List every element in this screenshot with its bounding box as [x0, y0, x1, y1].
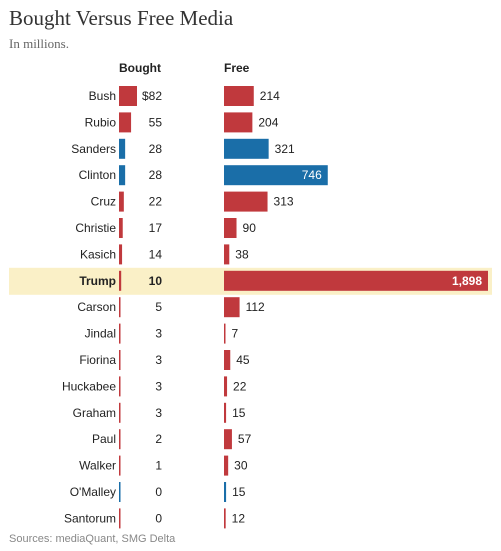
bought-value-label: 5 — [155, 300, 162, 314]
candidate-label: Graham — [73, 406, 116, 420]
free-value-label: 90 — [243, 221, 257, 235]
free-value-label: 1,898 — [452, 274, 482, 288]
bought-bar — [119, 218, 123, 238]
free-value-label: 204 — [258, 115, 278, 129]
candidate-label: O'Malley — [70, 485, 116, 499]
candidate-label: Carson — [77, 300, 116, 314]
bought-value-label: 0 — [155, 511, 162, 525]
bought-bar — [119, 482, 121, 502]
chart-title: Bought Versus Free Media — [9, 6, 234, 30]
bought-value-label: 28 — [149, 168, 163, 182]
bought-value-label: 55 — [149, 115, 163, 129]
bought-value-label: 10 — [149, 274, 163, 288]
candidate-label: Rubio — [85, 115, 117, 129]
candidate-label: Jindal — [85, 327, 116, 341]
bought-value-label: 2 — [155, 432, 162, 446]
free-value-label: 15 — [232, 485, 246, 499]
free-value-label: 30 — [234, 459, 248, 473]
bought-value-label: 3 — [155, 406, 162, 420]
bought-bar — [119, 376, 121, 397]
bought-value-label: 17 — [149, 221, 163, 235]
candidate-label: Paul — [92, 432, 116, 446]
bought-bar — [119, 350, 121, 370]
bought-bar — [119, 112, 132, 133]
free-value-label: 313 — [274, 195, 294, 209]
bought-value-label: 0 — [155, 485, 162, 499]
free-bar — [224, 350, 231, 370]
free-value-label: 38 — [235, 247, 249, 261]
free-bar — [224, 297, 240, 318]
free-bar — [224, 482, 227, 502]
free-bar — [224, 270, 488, 291]
bought-bar — [119, 429, 121, 450]
bought-value-label: 14 — [149, 247, 163, 261]
free-bar — [224, 191, 268, 212]
bought-value-label: 22 — [149, 195, 163, 209]
bought-bar — [119, 508, 121, 529]
bought-bar — [119, 323, 121, 344]
bought-bar — [119, 86, 137, 106]
bought-bar — [119, 191, 124, 212]
free-bar — [224, 429, 232, 450]
bought-bar — [119, 138, 126, 159]
candidate-label: Christie — [75, 221, 116, 235]
candidate-label: Cruz — [91, 195, 116, 209]
source-note: Sources: mediaQuant, SMG Delta — [9, 533, 176, 545]
bought-value-label: 3 — [155, 353, 162, 367]
bought-value-label: 28 — [149, 142, 163, 156]
free-value-label: 57 — [238, 432, 252, 446]
candidate-label: Kasich — [80, 247, 116, 261]
free-bar — [224, 138, 269, 159]
bought-value-label: 3 — [155, 379, 162, 393]
free-value-label: 22 — [233, 379, 247, 393]
candidate-label: Fiorina — [79, 353, 116, 367]
free-bar — [224, 218, 237, 238]
candidate-label: Huckabee — [62, 379, 116, 393]
free-value-label: 15 — [232, 406, 246, 420]
bought-bar — [119, 402, 121, 423]
free-value-label: 112 — [246, 300, 265, 314]
free-value-label: 45 — [236, 353, 250, 367]
candidate-label: Sanders — [71, 142, 116, 156]
candidate-label: Trump — [79, 274, 116, 288]
free-value-label: 321 — [275, 142, 295, 156]
candidate-label: Clinton — [79, 168, 116, 182]
candidate-label: Santorum — [64, 511, 116, 525]
free-bar — [224, 508, 226, 529]
bought-value-label: 3 — [155, 327, 162, 341]
bought-column-header: Bought — [119, 61, 161, 75]
free-bar — [224, 376, 228, 397]
bought-value-label: $82 — [142, 89, 162, 103]
free-bar — [224, 402, 227, 423]
bought-value-label: 1 — [155, 459, 162, 473]
free-value-label: 746 — [302, 168, 322, 182]
bought-bar — [119, 244, 123, 265]
bought-bar — [119, 455, 121, 476]
bought-bar — [119, 270, 122, 291]
free-bar — [224, 244, 230, 265]
free-bar — [224, 165, 328, 186]
bought-bar — [119, 297, 121, 318]
candidate-label: Walker — [79, 459, 116, 473]
free-bar — [224, 112, 253, 133]
free-bar — [224, 86, 254, 106]
candidate-label: Bush — [89, 89, 116, 103]
free-value-label: 12 — [232, 511, 246, 525]
chart-subtitle: In millions. — [9, 36, 69, 51]
bought-bar — [119, 165, 126, 186]
free-bar — [224, 455, 229, 476]
free-value-label: 7 — [232, 327, 239, 341]
free-bar — [224, 323, 226, 344]
free-column-header: Free — [224, 61, 250, 75]
free-value-label: 214 — [260, 89, 280, 103]
